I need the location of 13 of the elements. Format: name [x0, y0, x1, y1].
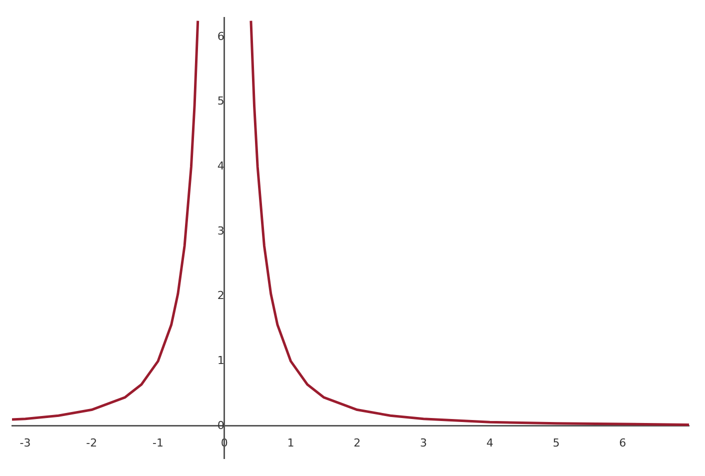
y-tick-label: 1: [217, 354, 224, 368]
x-tick-label: 3: [420, 436, 428, 450]
x-tick-label: -3: [20, 436, 31, 450]
x-tick-label: 2: [354, 436, 361, 450]
x-tick-label: -2: [86, 436, 98, 450]
x-tick-label: 4: [486, 436, 494, 450]
x-tick-label: 1: [287, 436, 294, 450]
y-tick-label: 2: [217, 289, 224, 302]
x-tick-label: 6: [619, 436, 626, 450]
y-tick-label: 3: [217, 224, 224, 238]
y-tick-label: 5: [217, 94, 224, 108]
x-tick-label: 5: [552, 436, 560, 450]
x-tick-label: -1: [152, 436, 164, 450]
